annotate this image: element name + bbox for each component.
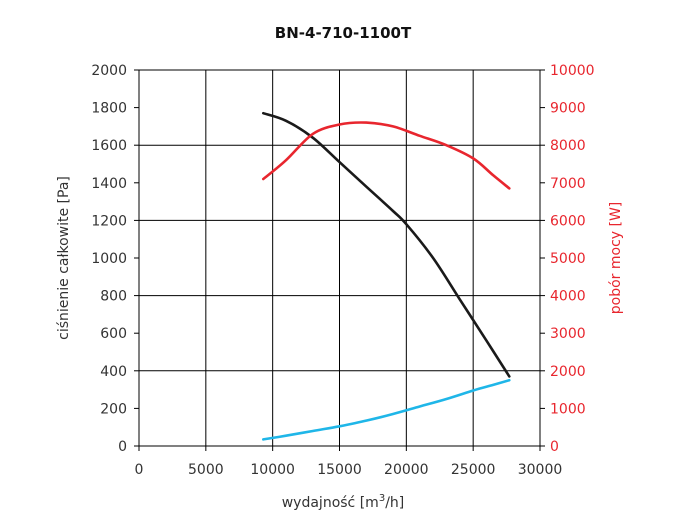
y-left-tick-label: 400 bbox=[100, 364, 127, 380]
x-tick-label: 10000 bbox=[250, 462, 295, 478]
y-right-tick-label: 6000 bbox=[550, 213, 586, 229]
y-left-tick-label: 200 bbox=[100, 401, 127, 417]
y-axis-label-left: ciśnienie całkowite [Pa] bbox=[56, 176, 72, 340]
x-tick-label: 20000 bbox=[384, 462, 429, 478]
x-axis-label-end: /h] bbox=[385, 495, 404, 511]
x-axis-label-sup: 3 bbox=[379, 493, 385, 504]
y-right-tick-label: 7000 bbox=[550, 176, 586, 192]
y-right-tick-label: 9000 bbox=[550, 101, 586, 117]
y-right-tick-label: 3000 bbox=[550, 326, 586, 342]
y-left-tick-label: 1000 bbox=[91, 251, 127, 267]
series-line-1 bbox=[262, 111, 511, 378]
y-left-tick-label: 1400 bbox=[91, 176, 127, 192]
series-line-3 bbox=[262, 378, 511, 441]
y-left-tick-label: 800 bbox=[100, 289, 127, 305]
y-left-tick-label: 1200 bbox=[91, 213, 127, 229]
tick-labels: 0200400600800100012001400160018002000010… bbox=[91, 63, 594, 478]
y-right-tick-label: 5000 bbox=[550, 251, 586, 267]
y-right-tick-label: 0 bbox=[550, 439, 559, 455]
x-tick-label: 25000 bbox=[451, 462, 496, 478]
y-right-tick-label: 8000 bbox=[550, 138, 586, 154]
y-axis-label-right: pobór mocy [W] bbox=[608, 202, 624, 315]
y-right-tick-label: 2000 bbox=[550, 364, 586, 380]
chart-title: BN-4-710-1100T bbox=[275, 24, 412, 42]
series-group bbox=[262, 111, 511, 441]
x-tick-label: 30000 bbox=[518, 462, 563, 478]
y-left-tick-label: 1800 bbox=[91, 101, 127, 117]
y-right-tick-label: 1000 bbox=[550, 401, 586, 417]
x-tick-label: 15000 bbox=[317, 462, 362, 478]
y-left-tick-label: 2000 bbox=[91, 63, 127, 79]
y-left-tick-label: 0 bbox=[118, 439, 127, 455]
grid bbox=[134, 69, 545, 451]
x-tick-label: 0 bbox=[135, 462, 144, 478]
x-axis-label: wydajność [m3/h] bbox=[282, 493, 405, 511]
y-right-tick-label: 10000 bbox=[550, 63, 595, 79]
y-right-tick-label: 4000 bbox=[550, 289, 586, 305]
series-line-2 bbox=[262, 121, 511, 190]
y-left-tick-label: 1600 bbox=[91, 138, 127, 154]
y-left-tick-label: 600 bbox=[100, 326, 127, 342]
x-tick-label: 5000 bbox=[188, 462, 224, 478]
